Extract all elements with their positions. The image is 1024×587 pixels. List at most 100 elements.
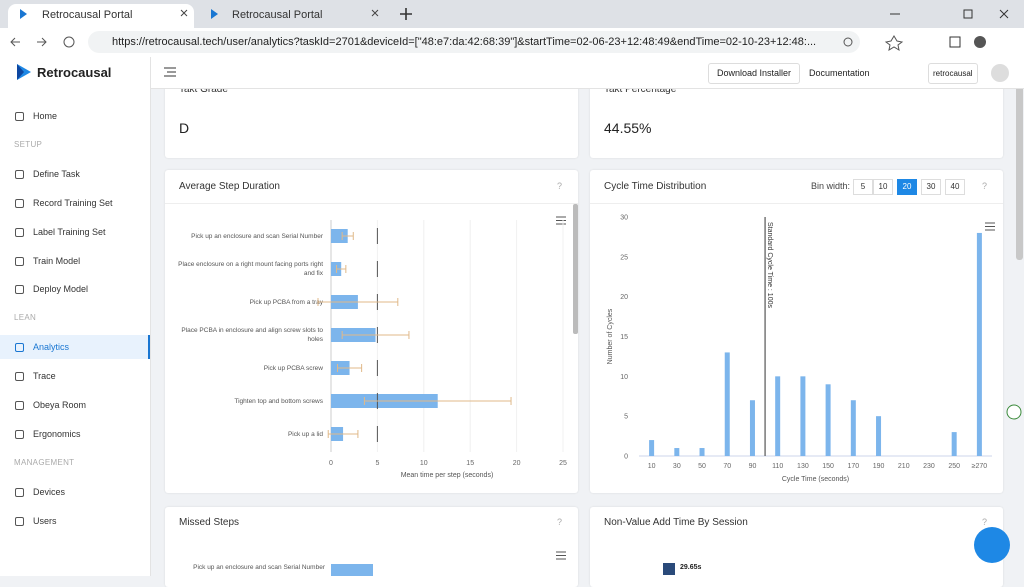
brand: Retrocausal (37, 65, 112, 80)
tab-bar: Retrocausal Portal Retrocausal Portal (0, 0, 1024, 28)
x-tick-label: 5 (375, 460, 379, 467)
sidebar: Retrocausal Home SETUP Define Task Record T… (0, 57, 151, 576)
nav-item[interactable]: Record Training Set (33, 197, 113, 208)
card: Non-Value Add Time By Session ? 29.65s (590, 507, 1003, 587)
y-tick-label: 5 (624, 414, 628, 421)
address-bar: https://retrocausal.tech/user/analytics?… (0, 28, 1024, 58)
card-title: Missed Steps (179, 517, 240, 528)
nav-icon (15, 227, 24, 237)
card: Cycle Time Distribution Bin width: ? 5 10… (590, 170, 1003, 493)
help-icon[interactable]: ? (982, 517, 988, 527)
header-button[interactable]: Download Installer (708, 63, 801, 84)
nav-icon (15, 112, 24, 121)
card-title: Non-Value Add Time By Session (604, 517, 748, 528)
help-icon[interactable]: ? (557, 517, 563, 527)
category-label: Place enclosure on a right mount facing … (178, 261, 323, 277)
x-tick-label: 230 (923, 463, 935, 470)
card-title: Average Step Duration (179, 181, 280, 192)
x-tick-label: 25 (559, 460, 567, 467)
x-tick-label: ≥270 (972, 463, 988, 470)
data-label: 29.65s (680, 564, 702, 571)
bar (674, 448, 680, 456)
x-tick-label: 30 (673, 463, 681, 470)
x-tick-label: 110 (772, 463, 783, 470)
menu-toggle[interactable] (164, 67, 176, 77)
nav-item[interactable]: Ergonomics (33, 428, 81, 439)
section-label: SETUP (14, 139, 43, 149)
bin-button[interactable]: 40 (945, 179, 965, 195)
error-bar (327, 430, 359, 438)
x-tick-label: 250 (948, 463, 960, 470)
y-tick-label: 25 (620, 254, 628, 261)
nav-icon (15, 256, 24, 266)
x-tick-label: 70 (723, 463, 731, 470)
nav-item[interactable]: Devices (33, 486, 66, 497)
nav-item[interactable]: Home (33, 111, 58, 121)
bar (331, 229, 348, 243)
y-tick-label: 10 (620, 374, 628, 381)
x-tick-label: 170 (847, 463, 859, 470)
help-icon[interactable]: ? (557, 181, 563, 191)
url-field[interactable]: https://retrocausal.tech/user/analytics?… (88, 31, 860, 53)
bar (976, 232, 982, 456)
avatar[interactable] (990, 63, 1010, 83)
card-title: Cycle Time Distribution (604, 181, 707, 192)
header-button[interactable]: Documentation (800, 63, 879, 84)
divider (590, 203, 1003, 204)
x-tick-label: 10 (648, 463, 656, 470)
category-label: Tighten top and bottom screws (234, 397, 323, 405)
error-bar (363, 397, 512, 405)
bar (850, 400, 856, 456)
bar (951, 432, 957, 456)
nav-icon (15, 198, 24, 208)
category-label: Pick up an enclosure and scan Serial Num… (191, 232, 323, 240)
bin-button[interactable]: 10 (873, 179, 893, 195)
nav-item[interactable]: Define Task (33, 168, 80, 179)
bin-button[interactable]: 5 (853, 179, 873, 195)
x-axis-label: Cycle Time (seconds) (782, 476, 849, 483)
x-tick-label: 130 (797, 463, 809, 470)
bar (699, 448, 705, 456)
tab[interactable]: Retrocausal Portal (8, 4, 194, 28)
nav-item[interactable]: Deploy Model (33, 284, 89, 295)
nav-item[interactable]: Analytics (0, 335, 150, 360)
error-bar (336, 265, 347, 273)
nav-item[interactable]: Train Model (33, 255, 81, 266)
nav-item[interactable]: Users (33, 515, 57, 526)
bin-button[interactable]: 20 (897, 179, 917, 195)
controls-label: Bin width: (811, 181, 851, 191)
nav-icon (15, 285, 24, 295)
error-bar (341, 331, 410, 339)
nav-item[interactable]: Obeya Room (33, 400, 87, 410)
category-label: Place PCBA in enclosure and align screw … (181, 327, 323, 343)
nav-icon (15, 429, 24, 439)
divider (165, 203, 578, 204)
bar (649, 440, 655, 456)
account-badge[interactable]: retrocausal (928, 63, 978, 84)
category-label: Pick up a lid (287, 430, 323, 438)
help-icon[interactable]: ? (982, 181, 988, 191)
x-tick-label: 50 (698, 463, 706, 470)
x-tick-label: 20 (513, 460, 521, 467)
y-axis-label: Number of Cycles (607, 308, 614, 364)
section-label: MANAGEMENT (14, 457, 75, 467)
kpi-value: D (179, 120, 190, 136)
toolbar-icons (843, 35, 986, 52)
bin-button[interactable]: 30 (921, 179, 941, 195)
nav-item[interactable]: Trace (33, 371, 56, 382)
x-tick-label: 210 (898, 463, 910, 470)
y-tick-label: 30 (620, 215, 628, 222)
tab-icons (20, 8, 1009, 20)
bar (876, 416, 882, 456)
tab[interactable]: Retrocausal Portal (232, 9, 323, 21)
nav-item[interactable]: Label Training Set (33, 226, 106, 237)
x-tick-label: 10 (420, 460, 428, 467)
reference-label: Standard Cycle Time : 100s (766, 222, 773, 308)
bar (800, 376, 806, 456)
error-bar (317, 298, 399, 306)
x-tick-label: 0 (329, 460, 333, 467)
bar (724, 352, 730, 456)
card-title: Takt Percentage (604, 84, 677, 95)
